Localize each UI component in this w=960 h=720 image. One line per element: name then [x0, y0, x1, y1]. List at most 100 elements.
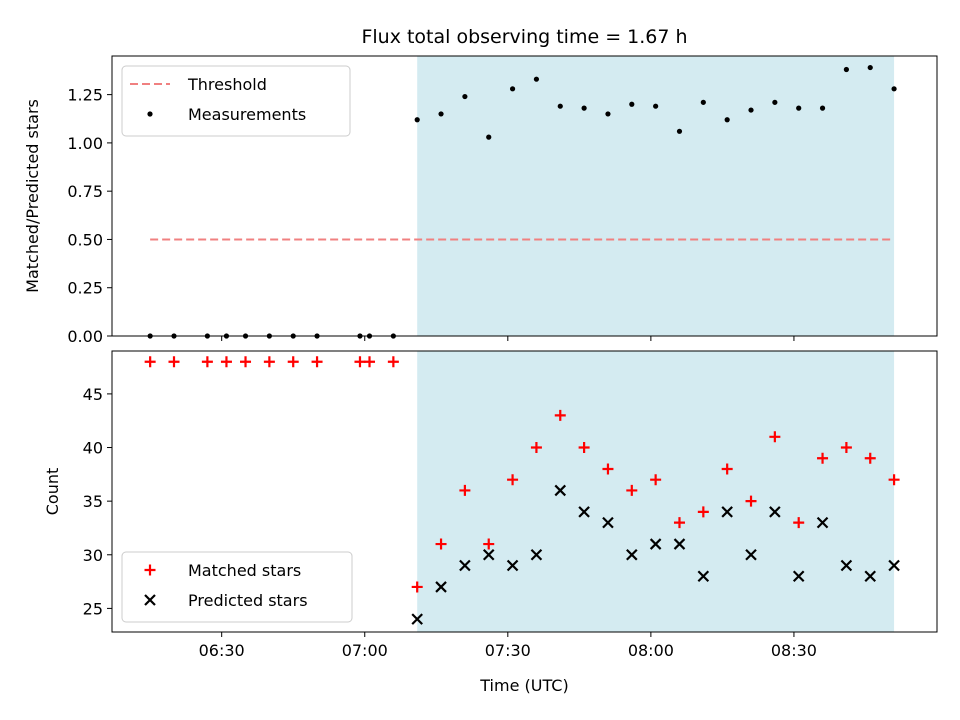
x-tick-label: 08:30 [771, 641, 817, 660]
y-tick-label: 1.25 [67, 86, 103, 105]
measurements-point [462, 93, 468, 100]
matched-stars-point [530, 442, 542, 454]
legend-marker [147, 111, 153, 117]
top-y-axis-label: Matched/Predicted stars [23, 99, 42, 293]
matched-stars-point [263, 356, 275, 368]
matched-stars-point [144, 356, 156, 368]
predicted-stars-point [816, 516, 829, 529]
predicted-stars-point [697, 570, 710, 583]
chart-title: Flux total observing time = 1.67 h [361, 26, 687, 48]
predicted-stars-point [769, 506, 781, 518]
measurements-point [438, 111, 444, 117]
legend-marker [144, 564, 156, 576]
x-tick-label: 08:00 [628, 641, 674, 660]
matched-stars-point [483, 538, 495, 550]
matched-stars-point [240, 356, 252, 368]
predicted-stars-point [602, 516, 614, 529]
measurements-point [676, 128, 683, 134]
bottom-y-axis-label: Count [43, 468, 62, 516]
predicted-stars-point [554, 484, 567, 497]
predicted-stars-point [530, 549, 543, 561]
y-tick-label: 30 [83, 546, 103, 565]
bottom-legend: Matched stars Predicted stars [121, 551, 353, 623]
measurements-point [796, 105, 802, 111]
x-axis-label: Time (UTC) [479, 676, 568, 695]
top-legend: Threshold Measurements [121, 65, 351, 137]
matched-stars-point [554, 409, 566, 421]
matched-stars-point [888, 474, 900, 486]
measurements-point [724, 117, 730, 123]
y-tick-label: 0.50 [67, 230, 103, 249]
x-tick-label: 06:30 [199, 641, 245, 660]
matched-stars-point [602, 463, 614, 475]
y-tick-label: 1.00 [67, 134, 103, 153]
legend-label: Predicted stars [188, 591, 308, 610]
matched-stars-point [769, 431, 781, 443]
measurements-point [819, 105, 826, 111]
y-tick-label: 35 [83, 492, 103, 511]
matched-stars-point [650, 474, 662, 486]
matched-stars-point [387, 356, 399, 368]
predicted-stars-point [745, 549, 757, 561]
matched-stars-point [697, 506, 709, 518]
matched-stars-point [411, 581, 423, 593]
matched-stars-series [144, 356, 900, 593]
observing-window-shade [417, 56, 895, 336]
measurements-point [867, 64, 873, 71]
matched-stars-point [168, 356, 180, 368]
matched-stars-point [201, 356, 213, 368]
matched-stars-point [721, 463, 733, 475]
legend-label: Threshold [187, 75, 267, 94]
legend-label: Measurements [188, 105, 306, 124]
measurements-point [629, 101, 635, 107]
bottom-panel: 25 30 35 40 45 06:30 07:00 07:30 08:00 08:30 Cou… [43, 350, 938, 695]
measurements-point [533, 76, 540, 82]
matched-stars-point [435, 538, 447, 550]
observing-window-shade [417, 351, 895, 632]
measurements-point [509, 86, 516, 92]
y-tick-label: 25 [83, 599, 103, 618]
predicted-stars-point [673, 538, 686, 550]
matched-stars-point [364, 356, 376, 368]
measurements-point [748, 107, 754, 113]
matched-stars-point [840, 442, 852, 454]
matched-stars-point [745, 495, 757, 507]
top-panel-frame [111, 55, 938, 337]
y-tick-label: 0.25 [67, 279, 103, 298]
predicted-stars-point [888, 559, 900, 572]
predicted-stars-point [721, 506, 733, 518]
measurements-point [581, 105, 587, 111]
legend-label: Matched stars [188, 561, 301, 580]
measurements-point [486, 134, 492, 140]
matched-stars-point [459, 484, 471, 496]
predicted-stars-point [840, 559, 853, 572]
x-tick-label: 07:00 [342, 641, 388, 660]
matched-stars-point [311, 356, 323, 368]
legend-marker [144, 594, 156, 606]
matched-stars-point [673, 517, 685, 529]
predicted-stars-point [649, 538, 662, 550]
predicted-stars-point [459, 559, 471, 572]
matched-stars-point [354, 356, 366, 368]
y-tick-label: 0.75 [67, 182, 103, 201]
measurements-point [772, 99, 778, 105]
predicted-stars-series [411, 484, 900, 625]
predicted-stars-point [626, 549, 638, 561]
x-tick-label: 07:30 [485, 641, 531, 660]
y-tick-label: 40 [83, 439, 103, 458]
y-tick-label: 45 [83, 385, 103, 404]
matched-stars-point [578, 442, 590, 454]
predicted-stars-point [864, 570, 877, 583]
matched-stars-point [817, 452, 829, 464]
predicted-stars-point [482, 549, 495, 561]
predicted-stars-point [411, 613, 423, 625]
measurements-point [843, 66, 849, 73]
measurements-point [605, 111, 611, 117]
predicted-stars-point [792, 570, 805, 583]
y-tick-label: 0.00 [67, 327, 103, 346]
predicted-stars-point [506, 559, 519, 572]
top-panel: 0.00 0.25 0.50 0.75 1.00 1.25 Matched/Predict… [23, 55, 938, 346]
predicted-stars-point [435, 581, 447, 593]
matched-stars-point [864, 452, 876, 464]
